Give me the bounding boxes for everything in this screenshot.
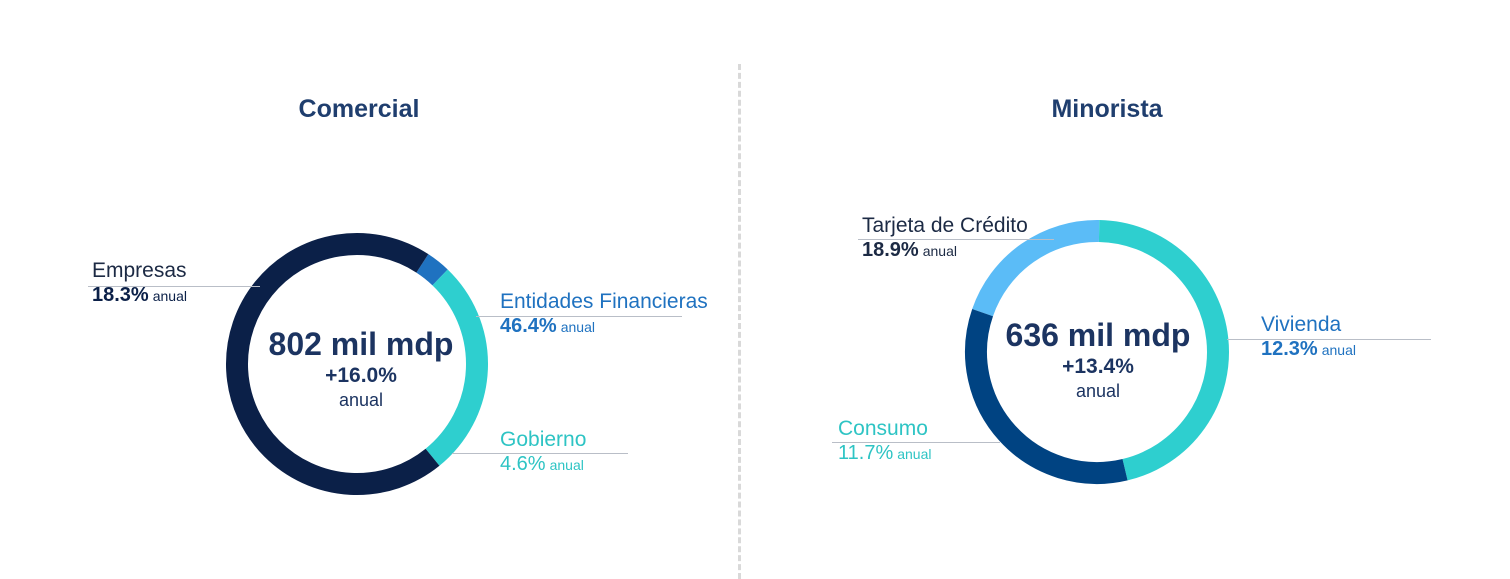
legend-label-empresas: Empresas 18.3% anual [92,259,187,307]
series-growth: 4.6% [500,453,546,475]
growth-unit: anual [1075,381,1121,401]
series-growth-unit: anual [922,243,957,259]
series-name: Tarjeta de Crédito [862,214,1028,237]
leader-line-tarjeta [858,239,1054,240]
chart-title-minorista: Minorista [1051,95,1163,123]
growth-label: +13.4% [1062,355,1134,378]
series-growth-unit: anual [1321,342,1356,358]
series-growth-unit: anual [549,457,584,473]
legend-label-gobierno: Gobierno 4.6% anual [500,428,586,476]
series-name: Consumo [838,417,928,440]
donut-minorista [965,220,1229,484]
growth-label: +16.0% [325,364,397,387]
series-name: Entidades Financieras [500,290,708,313]
series-growth: 11.7% [838,442,894,464]
series-name: Vivienda [1261,313,1342,336]
total-label: 802 mil mdp [268,326,454,362]
legend-label-consumo: Consumo 11.7% anual [838,417,932,465]
leader-line-consumo [832,442,1000,443]
legend-label-tarjeta-de-credito: Tarjeta de Crédito 18.9% anual [862,214,1028,262]
donut-segment-consumo [965,309,1128,484]
donut-segment-tarjeta-de-cr-dito [972,220,1100,317]
series-growth-unit: anual [560,319,595,335]
center-label-minorista: 636 mil mdp +13.4% anual [968,316,1228,402]
leader-line-gobierno [452,453,628,454]
leader-line-vivienda [1227,339,1431,340]
donut-segment-vivienda [1098,220,1229,481]
series-growth-unit: anual [152,288,187,304]
series-growth: 12.3% [1261,338,1318,360]
donut-segment-entidades-financieras [416,254,448,286]
donut-segment-empresas [226,233,440,495]
total-label: 636 mil mdp [1005,317,1191,353]
donut-comercial [226,233,488,495]
leader-line-entidades [476,316,682,317]
panel-divider [738,64,741,579]
legend-label-entidades-financieras: Entidades Financieras 46.4% anual [500,290,708,338]
growth-unit: anual [338,390,384,410]
series-name: Empresas [92,259,187,282]
leader-line-empresas [88,286,260,287]
series-name: Gobierno [500,428,587,451]
donut-segment-gobierno [425,269,488,466]
series-growth: 18.9% [862,239,919,261]
chart-title-comercial: Comercial [298,95,420,123]
center-label-comercial: 802 mil mdp +16.0% anual [231,325,491,411]
series-growth-unit: anual [897,446,932,462]
series-growth: 46.4% [500,315,557,337]
series-growth: 18.3% [92,284,149,306]
legend-label-vivienda: Vivienda 12.3% anual [1261,313,1356,361]
